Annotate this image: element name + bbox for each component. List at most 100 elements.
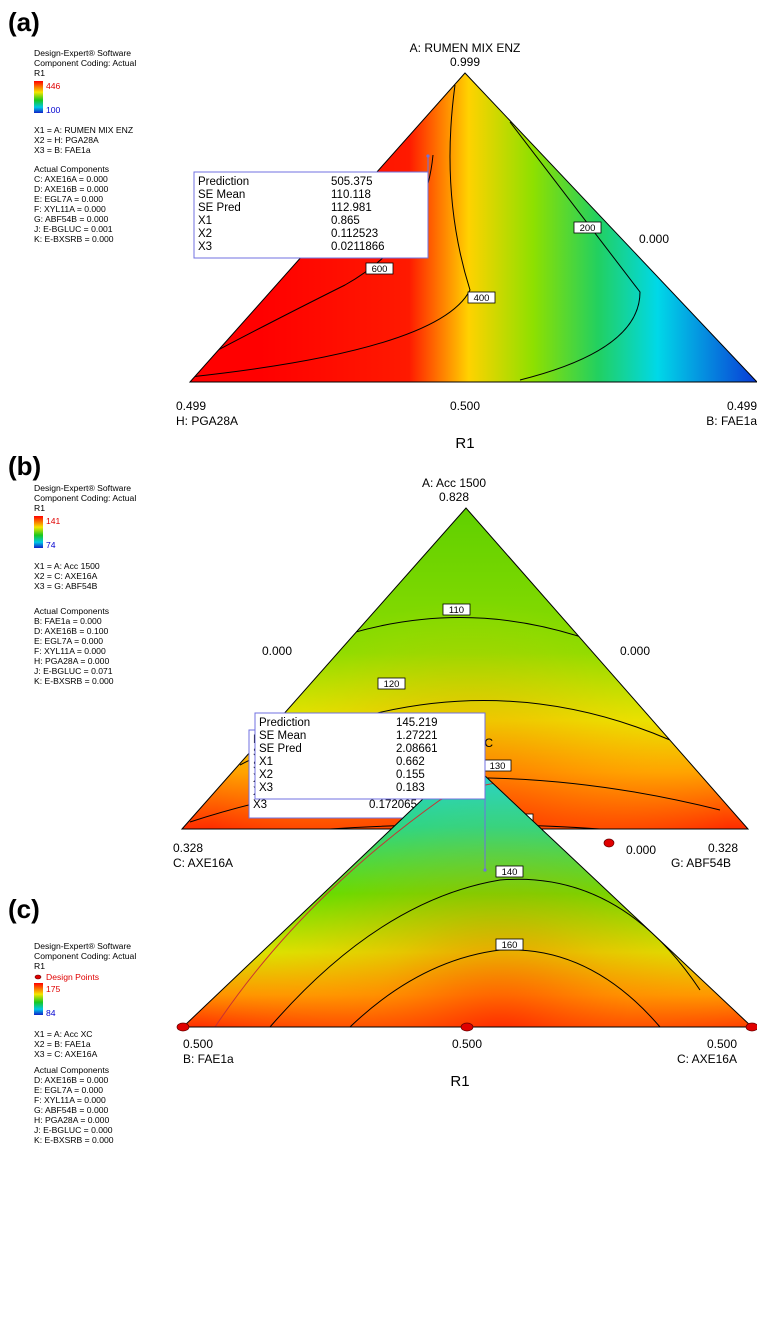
right-vertex-value: 0.499 — [727, 399, 757, 413]
right-side-value: 0.000 — [620, 644, 650, 658]
contour-label: 110 — [442, 603, 471, 616]
tooltip-value: 110.118 — [331, 189, 371, 201]
ternary-surface — [190, 73, 757, 382]
right-vertex-value: 0.328 — [708, 841, 738, 855]
legend-high: 175 — [46, 984, 61, 994]
legend-high: 141 — [46, 516, 61, 526]
left-vertex-name: C: AXE16A — [173, 856, 233, 870]
x-def: X2 = B: FAE1a — [34, 1039, 91, 1049]
right-vertex-name: G: ABF54B — [671, 856, 731, 870]
right-side-value: 0.000 — [626, 843, 656, 857]
panel-b: (b) Design-Expert® Software Component Co… — [8, 451, 750, 894]
actual-components-title: Actual Components — [34, 1065, 109, 1075]
x-def: X3 = G: ABF54B — [34, 581, 98, 591]
x-def: X1 = A: RUMEN MIX ENZ — [34, 125, 133, 135]
legend-high: 446 — [46, 81, 61, 91]
x-def: X1 = A: Acc XC — [34, 1029, 93, 1039]
right-side-value: 0.000 — [639, 232, 669, 246]
tooltip-label: X1 — [259, 756, 273, 768]
top-vertex-value: 0.999 — [450, 55, 480, 69]
software-label: Design-Expert® Software — [34, 941, 131, 951]
actual-component: F: XYL11A = 0.000 — [34, 646, 106, 656]
design-point — [745, 1022, 757, 1032]
prediction-tooltip[interactable]: Prediction SE Mean SE Pred X1 X2 X3 505.… — [193, 154, 430, 259]
response-label: R1 — [34, 68, 45, 78]
panel-letter-c: (c) — [8, 894, 40, 924]
actual-component: G: ABF54B = 0.000 — [34, 1105, 109, 1115]
contour-label: 130 — [483, 759, 512, 772]
contour-line — [509, 121, 641, 381]
actual-component: F: XYL11A = 0.000 — [34, 1095, 106, 1105]
top-vertex-name: A: Acc 1500 — [422, 476, 486, 490]
tooltip-label: X1 — [198, 215, 212, 227]
x-def: X2 = H: PGA28A — [34, 135, 99, 145]
bottom-mid-value: 0.500 — [450, 399, 480, 413]
contour-line — [329, 617, 591, 641]
design-point — [603, 838, 615, 848]
contour-label-text: 120 — [384, 679, 400, 690]
contour-label-text: 130 — [490, 761, 506, 772]
x-def: X3 = B: FAE1a — [34, 145, 91, 155]
actual-component: J: E-BGLUC = 0.071 — [34, 666, 113, 676]
actual-component: E: EGL7A = 0.000 — [34, 194, 103, 204]
tooltip-value: 2.08661 — [396, 743, 438, 755]
x-def: X1 = A: Acc 1500 — [34, 561, 100, 571]
panel-a: (a) Design-Expert® Software Component Co… — [8, 7, 757, 452]
actual-component: J: E-BGLUC = 0.001 — [34, 224, 113, 234]
actual-component: D: AXE16B = 0.100 — [34, 626, 109, 636]
tooltip-label: Prediction — [259, 717, 310, 729]
tooltip-label: SE Pred — [259, 743, 302, 755]
left-vertex-value: 0.500 — [183, 1037, 213, 1051]
contour-label: 600 — [365, 262, 394, 275]
tooltip-value: 0.183 — [396, 782, 425, 794]
tooltip-label: SE Mean — [259, 730, 306, 742]
actual-component: G: ABF54B = 0.000 — [34, 214, 109, 224]
tooltip-label: X3 — [259, 782, 273, 794]
bottom-mid-value: 0.500 — [452, 1037, 482, 1051]
tooltip-value: 0.0211866 — [331, 241, 385, 253]
contour-label: 200 — [573, 221, 602, 234]
coding-label: Component Coding: Actual — [34, 58, 136, 68]
left-vertex-name: H: PGA28A — [176, 414, 238, 428]
actual-component: K: E-BXSRB = 0.000 — [34, 1135, 114, 1145]
contour-label-text: 110 — [449, 605, 464, 616]
tooltip-value: 0.172065 — [369, 799, 417, 811]
software-label: Design-Expert® Software — [34, 483, 131, 493]
tooltip-value: 0.155 — [396, 769, 425, 781]
color-scale-bar — [34, 81, 43, 113]
contour-label-text: 160 — [502, 940, 518, 951]
legend-low: 74 — [46, 540, 56, 550]
left-vertex-name: B: FAE1a — [183, 1052, 234, 1066]
x-def: X3 = C: AXE16A — [34, 1049, 98, 1059]
left-vertex-value: 0.328 — [173, 841, 203, 855]
legend-low: 100 — [46, 105, 61, 115]
right-vertex-name: B: FAE1a — [706, 414, 757, 428]
tooltip-label: X3 — [198, 241, 212, 253]
right-vertex-name: C: AXE16A — [677, 1052, 737, 1066]
actual-component: C: AXE16A = 0.000 — [34, 174, 108, 184]
tooltip-value: 1.27221 — [396, 730, 438, 742]
sidebar-b: Design-Expert® Software Component Coding… — [34, 483, 136, 686]
tooltip-label: X2 — [198, 228, 212, 240]
actual-component: D: AXE16B = 0.000 — [34, 184, 109, 194]
actual-component: J: E-BGLUC = 0.000 — [34, 1125, 113, 1135]
sidebar-c: Design-Expert® Software Component Coding… — [34, 941, 136, 1145]
tooltip-value: 0.662 — [396, 756, 425, 768]
prediction-tooltip[interactable]: Prediction SE Mean SE Pred X1 X2 X3 145.… — [254, 712, 487, 872]
contour-label-text: 600 — [372, 264, 388, 275]
actual-components-title: Actual Components — [34, 164, 109, 174]
left-vertex-value: 0.499 — [176, 399, 206, 413]
sidebar-a: Design-Expert® Software Component Coding… — [34, 48, 136, 244]
contour-label-text: 140 — [502, 867, 518, 878]
contour-label: 140 — [495, 865, 524, 878]
actual-component: F: XYL11A = 0.000 — [34, 204, 106, 214]
software-label: Design-Expert® Software — [34, 48, 131, 58]
actual-component: K: E-BXSRB = 0.000 — [34, 676, 114, 686]
actual-component: B: FAE1a = 0.000 — [34, 616, 102, 626]
actual-component: K: E-BXSRB = 0.000 — [34, 234, 114, 244]
design-point — [460, 1022, 474, 1032]
contour-label: 160 — [495, 938, 524, 951]
tooltip-value: 145.219 — [396, 717, 438, 729]
design-points-label: Design Points — [46, 972, 99, 982]
